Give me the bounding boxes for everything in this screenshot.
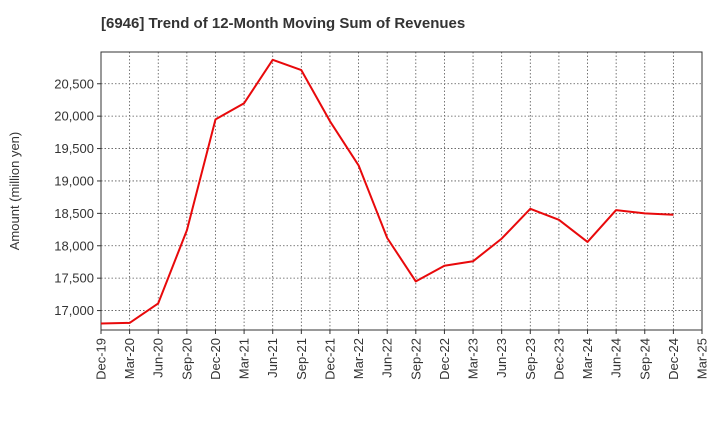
x-tick-label: Dec-21	[322, 338, 337, 380]
x-tick-label: Jun-21	[265, 338, 280, 378]
x-tick-label: Jun-24	[609, 338, 624, 378]
x-tick-label: Mar-22	[351, 338, 366, 379]
x-tick-label: Mar-23	[466, 338, 481, 379]
y-tick-label: 20,500	[54, 76, 94, 91]
x-tick-label: Dec-23	[551, 338, 566, 380]
x-tick-label: Sep-24	[637, 338, 652, 380]
x-tick-label: Sep-20	[179, 338, 194, 380]
plot-area-frame	[100, 51, 703, 331]
x-tick-label: Jun-23	[494, 338, 509, 378]
y-tick-label: 18,500	[54, 206, 94, 221]
y-tick-label: 19,000	[54, 173, 94, 188]
y-tick-label: 20,000	[54, 109, 94, 124]
x-tick-label: Sep-23	[523, 338, 538, 380]
series-group	[100, 58, 674, 325]
y-tick-label: 19,500	[54, 141, 94, 156]
x-tick-label: Mar-24	[580, 338, 595, 379]
chart-title: [6946] Trend of 12-Month Moving Sum of R…	[101, 15, 466, 32]
x-tick-label: Mar-21	[237, 338, 252, 379]
x-tick-label: Dec-22	[437, 338, 452, 380]
x-tick-label: Dec-20	[208, 338, 223, 380]
y-tick-label: 17,500	[54, 271, 94, 286]
x-tick-label: Mar-20	[122, 338, 137, 379]
y-axis-ticks: 17,000 17,500 18,000 18,500 19,000 19,500 20,0…	[54, 76, 101, 318]
x-axis-ticks: Dec-19 Mar-20 Jun-20 Sep-20 Dec-20 Mar-21 Jun-…	[94, 330, 710, 380]
y-tick-label: 17,000	[54, 303, 94, 318]
x-tick-label: Jun-22	[380, 338, 395, 378]
x-tick-label: Dec-19	[94, 338, 109, 380]
grid-lines	[101, 52, 702, 330]
x-tick-label: Sep-21	[294, 338, 309, 380]
x-tick-label: Dec-24	[666, 338, 681, 380]
x-tick-label: Mar-25	[695, 338, 710, 379]
x-tick-label: Jun-20	[151, 338, 166, 378]
series-line	[100, 58, 674, 325]
y-axis-label: Amount (million yen)	[7, 132, 22, 251]
x-tick-label: Sep-22	[408, 338, 423, 380]
y-tick-label: 18,000	[54, 238, 94, 253]
